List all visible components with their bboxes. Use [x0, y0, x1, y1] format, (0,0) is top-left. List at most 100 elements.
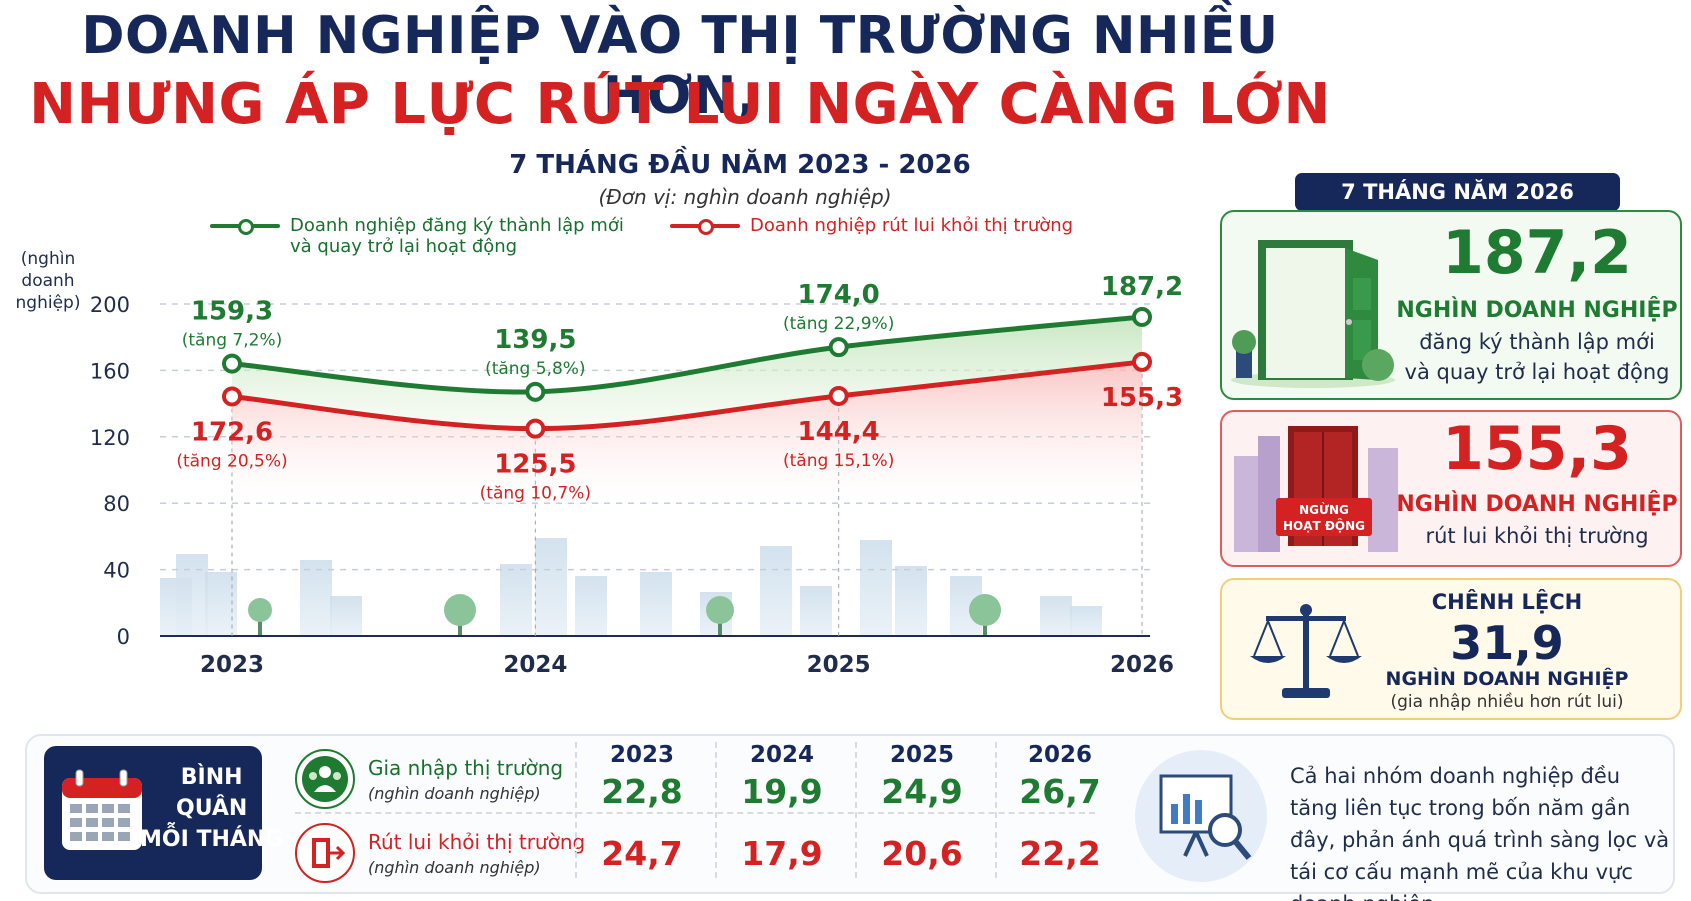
- exit-point-2025: [828, 385, 849, 406]
- y-tick-label: 40: [103, 559, 130, 583]
- y-tick-label: 120: [90, 426, 130, 450]
- legend-entry-label-line2: và quay trở lại hoạt động: [290, 236, 518, 257]
- entry-value-label-2023: 159,3: [191, 297, 273, 327]
- title-line-2: NHƯNG ÁP LỰC RÚT LUI NGÀY CÀNG LỚN: [29, 72, 1331, 137]
- x-tick-label-2024: 2024: [503, 652, 567, 678]
- exit-value-label-2025: 144,4: [798, 417, 880, 447]
- building-15: [1040, 596, 1072, 636]
- avg-exit-2025: 20,6: [881, 834, 963, 873]
- open-door-icon: [1231, 240, 1395, 388]
- difference-title: CHÊNH LỆCH: [1431, 590, 1583, 614]
- entry-point-2026: [1132, 306, 1152, 327]
- building-5: [500, 564, 532, 636]
- exit-point-2026: [1132, 351, 1152, 372]
- entry-value-label-2025: 174,0: [798, 280, 880, 310]
- group-people-icon: [295, 749, 355, 809]
- monthly-average-badge: [44, 746, 262, 880]
- subtitle: 7 THÁNG ĐẦU NĂM 2023 - 2026: [509, 150, 971, 180]
- entry-growth-label-2024: (tăng 5,8%): [485, 359, 586, 379]
- building-13: [895, 566, 927, 636]
- difference-value: 31,9: [1450, 616, 1564, 670]
- building-7: [575, 576, 607, 636]
- legend-entry-label: Doanh nghiệp đăng ký thành lập mới và qu…: [290, 215, 624, 257]
- tree-trunk-0: [258, 616, 262, 636]
- exit-area: [232, 361, 1142, 504]
- tree-1: [444, 594, 476, 626]
- entry-point-2025: [828, 337, 849, 358]
- exit-row-sub: (nghìn doanh nghiệp): [368, 858, 541, 877]
- y-tick-label: 200: [90, 293, 130, 317]
- gap-area: [232, 316, 1142, 429]
- entry-total-desc-1: đăng ký thành lập mới: [1419, 330, 1655, 354]
- building-3: [300, 560, 332, 636]
- entry-row-label: Gia nhập thị trường: [368, 756, 564, 780]
- y-tick-label: 0: [117, 625, 130, 649]
- y-axis-label: doanh: [21, 271, 74, 291]
- avg-year-2024: 2024: [749, 742, 814, 768]
- entry-point-2023: [222, 353, 242, 374]
- exit-row-label: Rút lui khỏi thị trường: [368, 830, 586, 854]
- x-tick-label-2025: 2025: [807, 652, 871, 678]
- column-separator: [995, 742, 997, 878]
- row-divider: [295, 812, 1095, 814]
- legend-entry-series: Doanh nghiệp đăng ký thành lập mới và qu…: [210, 215, 624, 257]
- difference-desc: (gia nhập nhiều hơn rút lui): [1390, 692, 1624, 712]
- y-axis-label: nghiệp): [16, 293, 81, 313]
- column-separator: [855, 742, 857, 878]
- exit-value-label-2023: 172,6: [191, 417, 273, 447]
- exit-line: [229, 359, 1145, 432]
- entry-row-sub: (nghìn doanh nghiệp): [368, 784, 541, 803]
- building-4: [330, 596, 362, 636]
- exit-growth-label-2024: (tăng 10,7%): [480, 484, 591, 504]
- avg-entry-2026: 26,7: [1019, 772, 1101, 811]
- tree-2: [706, 596, 734, 624]
- monthly-average-line2: QUÂN: [176, 796, 248, 821]
- chart-areas: [232, 316, 1142, 504]
- monthly-average-line3: MỖI THÁNG: [140, 827, 284, 852]
- exit-value-label-2024: 125,5: [494, 450, 576, 480]
- y-axis-label: (nghìn: [21, 249, 75, 269]
- building-6: [535, 538, 567, 636]
- difference-card: CHÊNH LỆCH 31,9 NGHÌN DOANH NGHIỆP (gia …: [1220, 578, 1682, 720]
- title-line-1: DOANH NGHIỆP VÀO THỊ TRƯỜNG NHIỀU HƠN,: [81, 6, 1279, 126]
- exit-growth-label-2023: (tăng 20,5%): [176, 451, 287, 471]
- building-10: [760, 546, 792, 636]
- chart-lines: [229, 314, 1145, 432]
- conclusion-note: Cả hai nhóm doanh nghiệp đều tăng liên t…: [1290, 764, 1670, 901]
- legend-green-line-icon: [210, 219, 280, 235]
- column-separator: [715, 742, 717, 878]
- avg-entry-2024: 19,9: [741, 772, 823, 811]
- summary-badge: 7 THÁNG NĂM 2026: [1295, 173, 1620, 211]
- exit-growth-label-2025: (tăng 15,1%): [783, 451, 894, 471]
- entry-total-unit: NGHÌN DOANH NGHIỆP: [1396, 298, 1678, 323]
- avg-year-2026: 2026: [1027, 742, 1092, 768]
- closed-door-icon: NGỪNG HOẠT ĐỘNG: [1234, 426, 1398, 552]
- avg-exit-2024: 17,9: [741, 834, 823, 873]
- exit-total-value: 155,3: [1442, 414, 1632, 484]
- entry-value-label-2026: 187,2: [1101, 272, 1183, 302]
- entry-line: [229, 314, 1145, 395]
- analysis-board-icon: [1135, 750, 1267, 882]
- stop-sign-line-2: HOẠT ĐỘNG: [1283, 518, 1365, 533]
- exit-summary-card: NGỪNG HOẠT ĐỘNG 155,3 NGHÌN DOANH NGHIỆP…: [1220, 410, 1682, 567]
- avg-year-2023: 2023: [609, 742, 674, 768]
- entry-point-2024: [525, 381, 546, 402]
- tree-0: [248, 598, 272, 622]
- building-1: [176, 554, 208, 636]
- exit-point-2024: [525, 418, 546, 439]
- legend-red-line-icon: [670, 219, 740, 235]
- entry-summary-card: 187,2 NGHÌN DOANH NGHIỆP đăng ký thành l…: [1220, 210, 1682, 400]
- stop-sign-line-1: NGỪNG: [1299, 502, 1349, 517]
- exit-door-icon: [295, 823, 355, 883]
- calendar-icon: [62, 769, 142, 850]
- avg-entry-2025: 24,9: [881, 772, 963, 811]
- building-12: [860, 540, 892, 636]
- entry-total-value: 187,2: [1442, 218, 1632, 288]
- entry-growth-label-2023: (tăng 7,2%): [182, 331, 283, 351]
- exit-value-label-2026: 155,3: [1101, 383, 1183, 413]
- building-8: [640, 572, 672, 636]
- avg-year-2025: 2025: [889, 742, 954, 768]
- chart-data-labels: 159,3 (tăng 7,2%) 139,5 (tăng 5,8%) 174,0 (tă…: [176, 272, 1183, 504]
- city-skyline-illustration: [160, 538, 1102, 636]
